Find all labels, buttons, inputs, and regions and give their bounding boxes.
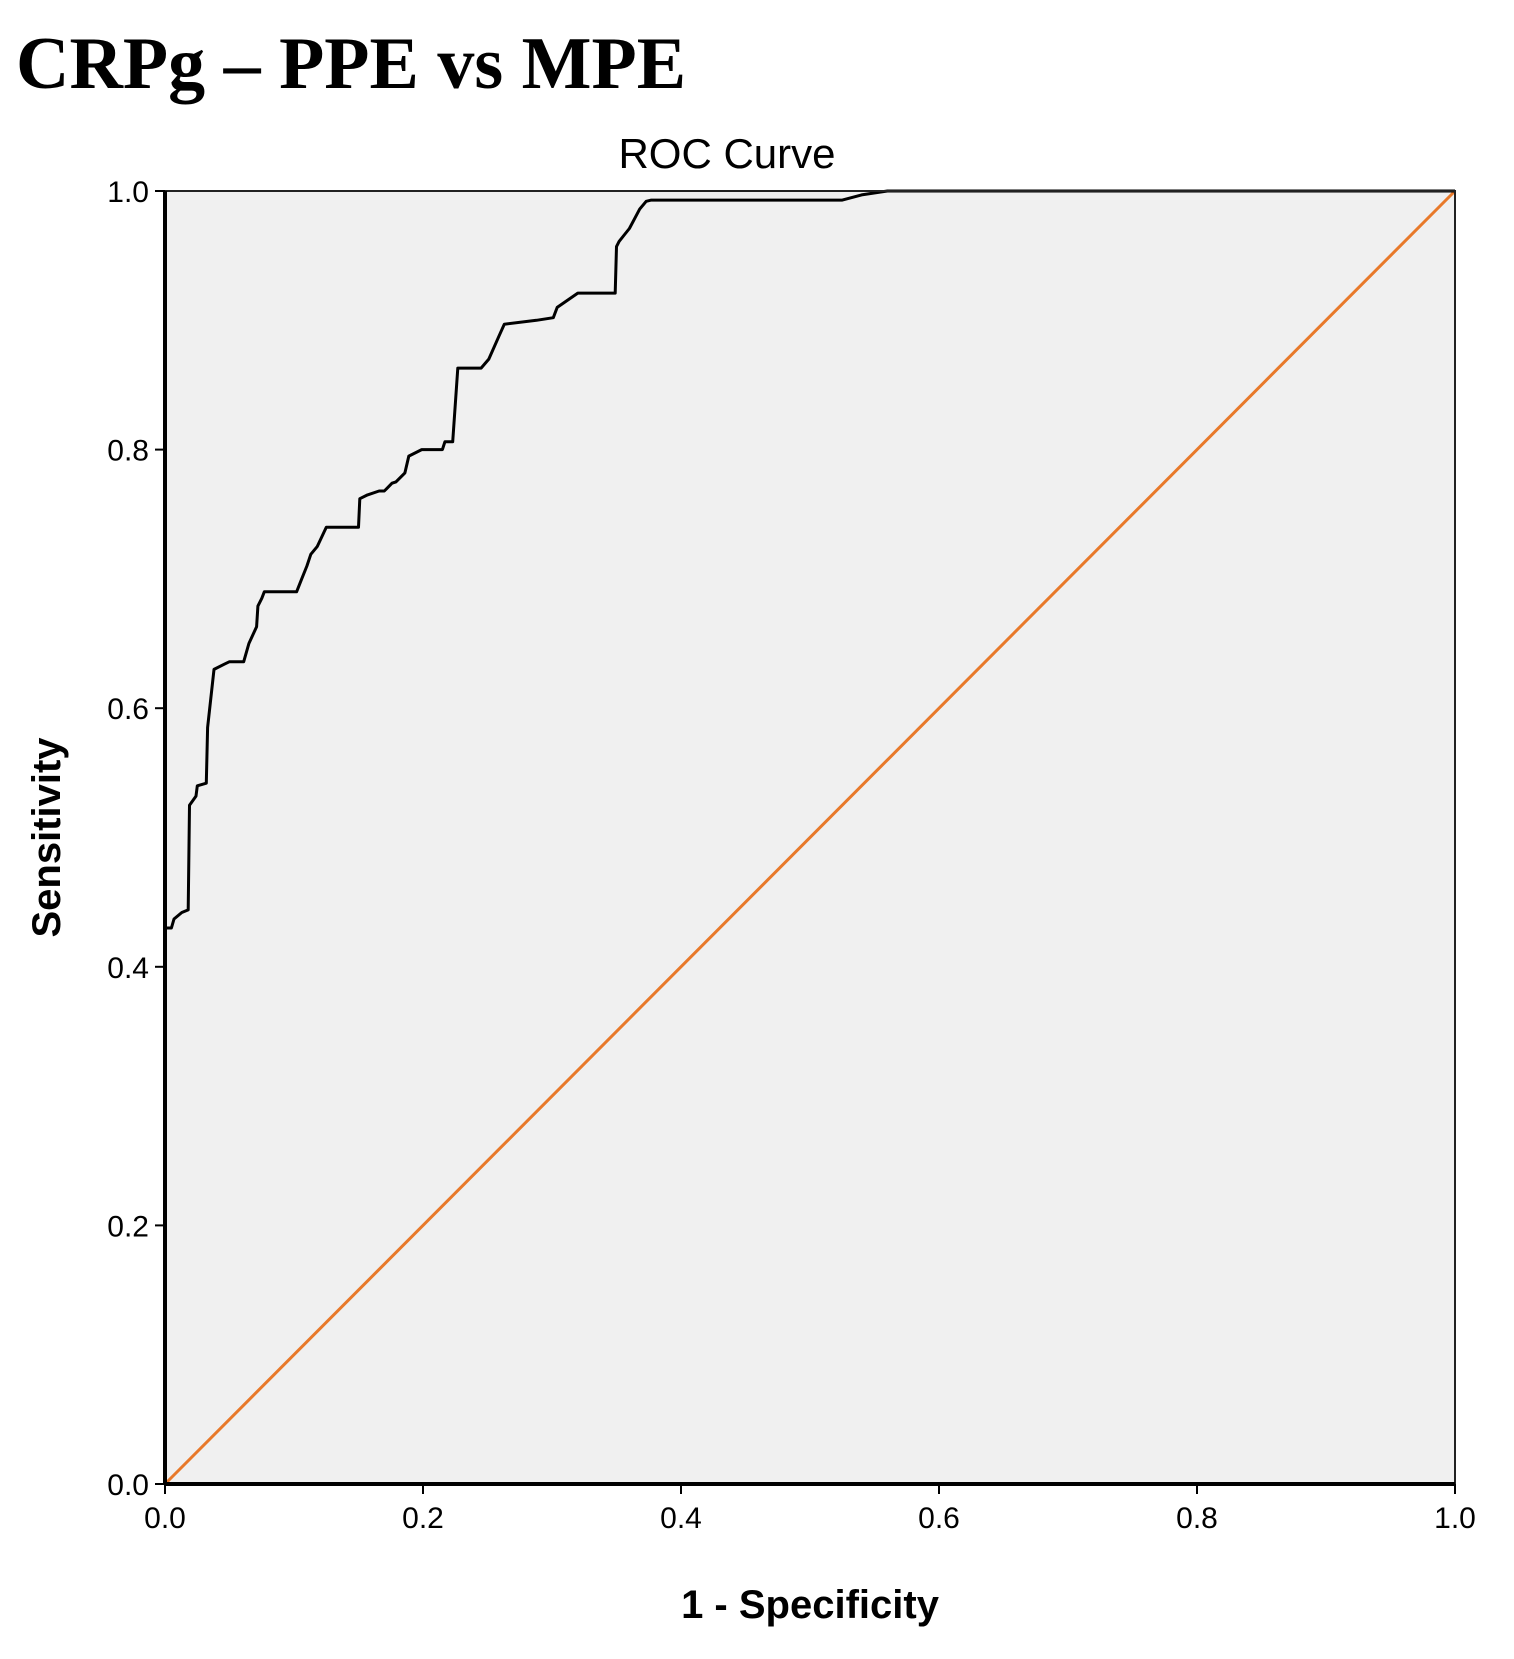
y-axis-label: Sensitivity (25, 737, 69, 938)
y-tick-label: 1.0 (107, 176, 149, 209)
figure-heading: CRPg – PPE vs MPE (16, 23, 687, 105)
y-tick-label: 0.2 (107, 1210, 149, 1243)
x-axis-label: 1 - Specificity (681, 1583, 940, 1627)
x-tick-label: 1.0 (1434, 1502, 1476, 1535)
roc-curve (163, 189, 1455, 1484)
x-tick-label: 0.8 (1176, 1502, 1218, 1535)
y-tick-label: 0.8 (107, 435, 149, 468)
x-tick-label: 0.4 (660, 1502, 702, 1535)
x-tick-label: 0.0 (144, 1502, 186, 1535)
x-tick-label: 0.6 (918, 1502, 960, 1535)
x-tick-label: 0.2 (402, 1502, 444, 1535)
x-axis: 0.0 0.2 0.4 0.6 0.8 1.0 (144, 1484, 1476, 1535)
reference-line (163, 189, 1457, 1486)
y-tick-label: 0.6 (107, 693, 149, 726)
y-axis: 0.0 0.2 0.4 0.6 0.8 1.0 (107, 176, 165, 1502)
chart-title: ROC Curve (618, 130, 835, 177)
y-tick-label: 0.0 (107, 1469, 149, 1502)
y-tick-label: 0.4 (107, 952, 149, 985)
